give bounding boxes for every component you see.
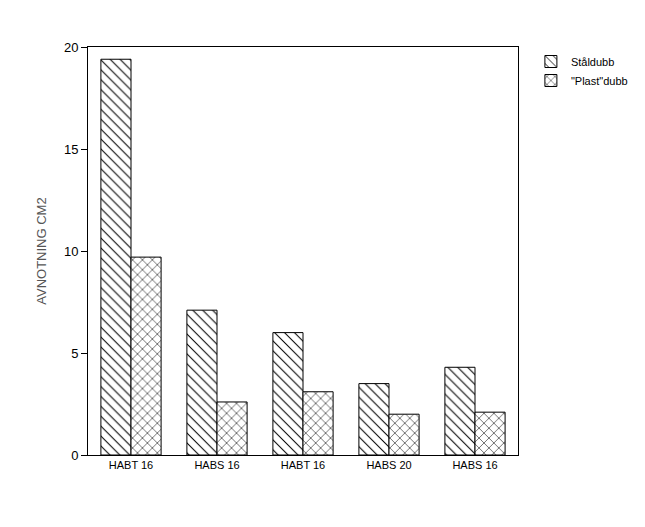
svg-text:5: 5 — [71, 346, 78, 361]
svg-text:HABS 20: HABS 20 — [366, 459, 411, 471]
svg-text:20: 20 — [64, 40, 78, 55]
svg-text:10: 10 — [64, 244, 78, 259]
svg-text:"Plast"dubb: "Plast"dubb — [571, 75, 628, 87]
svg-text:HABT 16: HABT 16 — [109, 459, 153, 471]
svg-text:HABT 16: HABT 16 — [281, 459, 325, 471]
svg-text:Ståldubb: Ståldubb — [571, 56, 614, 68]
svg-text:HABS 16: HABS 16 — [452, 459, 497, 471]
svg-text:0: 0 — [71, 448, 78, 463]
svg-text:HABS 16: HABS 16 — [194, 459, 239, 471]
svg-text:15: 15 — [64, 142, 78, 157]
svg-text:AVNOTNING CM2: AVNOTNING CM2 — [34, 197, 49, 304]
